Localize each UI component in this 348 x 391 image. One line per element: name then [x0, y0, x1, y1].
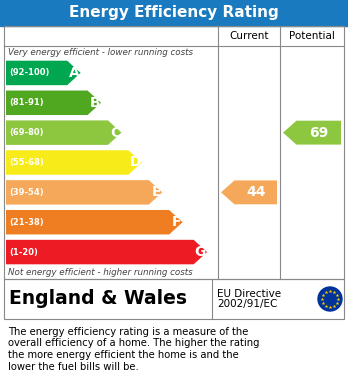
Text: C: C	[110, 126, 120, 140]
Bar	[4, 279, 344, 319]
Text: (81-91): (81-91)	[9, 98, 44, 107]
Text: (1-20): (1-20)	[9, 248, 38, 256]
Polygon shape	[221, 180, 277, 204]
Polygon shape	[6, 210, 183, 235]
Text: B: B	[89, 96, 100, 110]
Text: 69: 69	[309, 126, 329, 140]
Text: Potential: Potential	[289, 31, 335, 41]
Polygon shape	[283, 121, 341, 145]
Text: A: A	[69, 66, 80, 80]
Text: (39-54): (39-54)	[9, 188, 44, 197]
Polygon shape	[6, 150, 142, 175]
Text: G: G	[195, 245, 206, 259]
Bar	[0, 0, 348, 26]
Circle shape	[318, 287, 342, 311]
Text: Not energy efficient - higher running costs: Not energy efficient - higher running co…	[8, 268, 193, 277]
Text: (55-68): (55-68)	[9, 158, 44, 167]
Polygon shape	[6, 120, 121, 145]
Text: Current: Current	[229, 31, 269, 41]
Text: the more energy efficient the home is and the: the more energy efficient the home is an…	[8, 350, 239, 360]
Polygon shape	[6, 91, 101, 115]
Text: The energy efficiency rating is a measure of the: The energy efficiency rating is a measur…	[8, 327, 248, 337]
Text: England & Wales: England & Wales	[9, 289, 187, 308]
Polygon shape	[6, 61, 81, 85]
Text: 2002/91/EC: 2002/91/EC	[217, 299, 277, 309]
Text: 44: 44	[246, 185, 266, 199]
Text: D: D	[129, 156, 141, 170]
Text: Very energy efficient - lower running costs: Very energy efficient - lower running co…	[8, 48, 193, 57]
Text: EU Directive: EU Directive	[217, 289, 281, 299]
Text: E: E	[152, 185, 161, 199]
Text: Energy Efficiency Rating: Energy Efficiency Rating	[69, 5, 279, 20]
Text: (92-100): (92-100)	[9, 68, 49, 77]
Polygon shape	[6, 240, 207, 264]
Text: F: F	[172, 215, 182, 229]
Polygon shape	[6, 180, 162, 204]
Text: lower the fuel bills will be.: lower the fuel bills will be.	[8, 362, 139, 371]
Text: overall efficiency of a home. The higher the rating: overall efficiency of a home. The higher…	[8, 339, 260, 348]
Text: (21-38): (21-38)	[9, 218, 44, 227]
Bar	[4, 26, 344, 279]
Text: (69-80): (69-80)	[9, 128, 44, 137]
